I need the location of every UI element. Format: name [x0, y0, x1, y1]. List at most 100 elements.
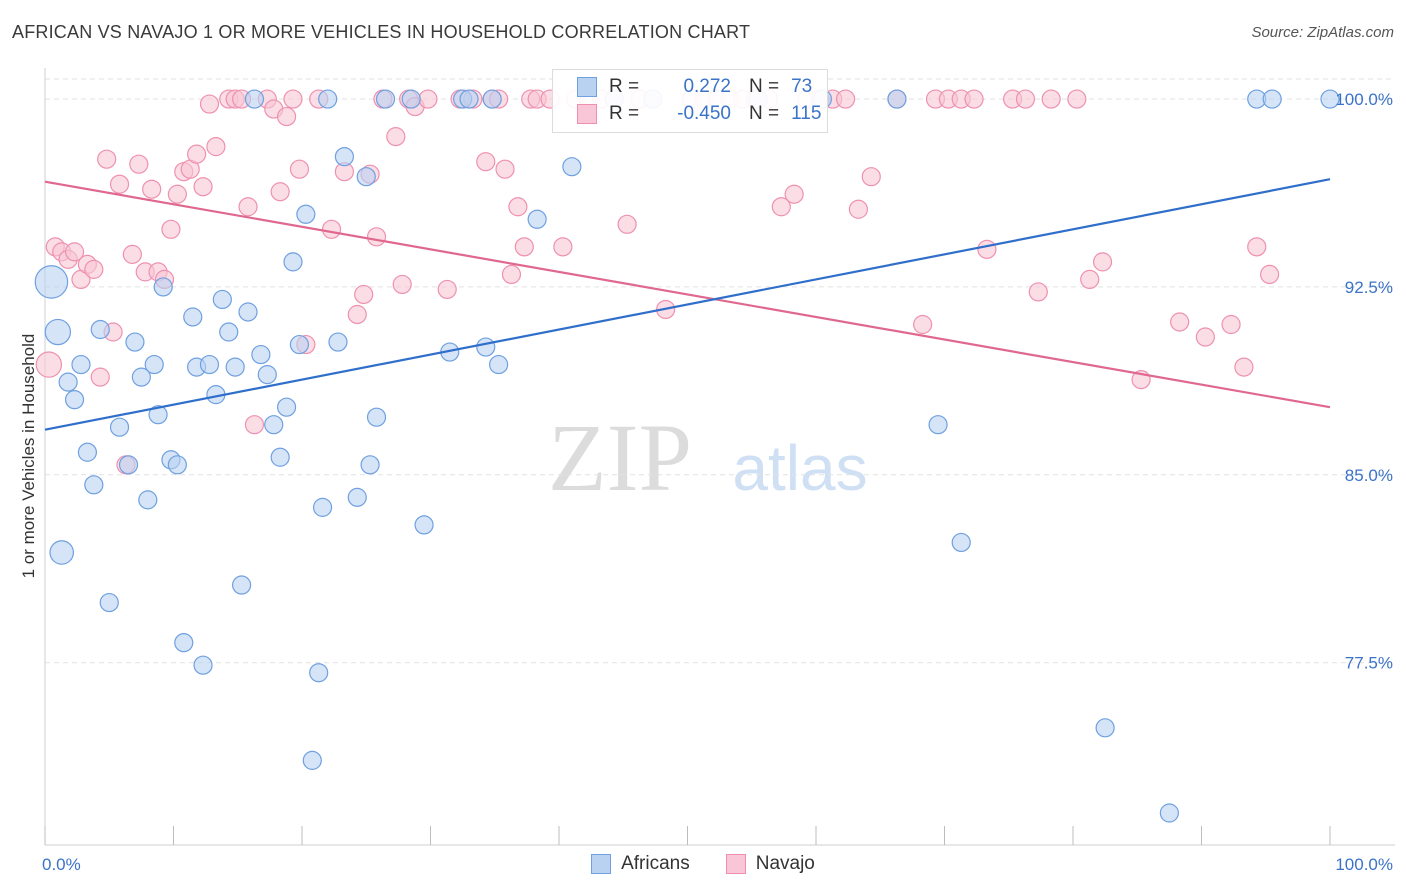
africans-point: [183, 307, 203, 327]
africans-r-value: 0.272: [683, 76, 731, 97]
x-tick-label: 100.0%: [1335, 855, 1393, 874]
africans-point: [401, 89, 421, 109]
africans-point: [562, 157, 582, 177]
africans-point: [1095, 718, 1115, 738]
africans-point: [138, 490, 158, 510]
navajo-point: [90, 367, 110, 387]
africans-point: [199, 354, 220, 375]
navajo-point: [97, 149, 117, 169]
navajo-point: [476, 152, 496, 172]
africans-point: [49, 540, 75, 565]
africans-n-label: N =: [749, 76, 780, 97]
navajo-point: [964, 89, 984, 109]
navajo-point: [35, 351, 63, 378]
navajo-point: [514, 237, 534, 257]
navajo-point: [161, 219, 181, 239]
africans-point: [289, 334, 310, 355]
navajo-point: [771, 197, 791, 217]
navajo-point: [366, 227, 387, 247]
watermark-atlas: atlas: [732, 432, 867, 504]
navajo-swatch: [577, 104, 597, 124]
navajo-point: [617, 214, 637, 234]
africans-point: [257, 365, 277, 385]
navajo-point: [321, 219, 342, 239]
africans-point: [347, 487, 367, 507]
africans-point: [225, 357, 245, 377]
africans-point: [264, 415, 284, 435]
navajo-point: [64, 242, 85, 262]
y-tick-label: 77.5%: [1345, 654, 1393, 673]
navajo-point: [1170, 312, 1190, 332]
africans-point: [71, 354, 91, 375]
series-legend: Africans Navajo: [0, 852, 1406, 876]
africans-point: [44, 318, 72, 346]
navajo-point: [495, 159, 515, 179]
africans-point: [131, 367, 151, 387]
legend-item-africans[interactable]: Africans: [591, 853, 690, 875]
navajo-point: [501, 264, 522, 284]
y-tick-label: 100.0%: [1335, 90, 1393, 109]
navajo-point: [1041, 89, 1061, 109]
africans-point: [476, 337, 496, 357]
africans-point: [276, 397, 297, 417]
africans-point: [84, 475, 104, 495]
navajo-n-value: 115: [791, 103, 822, 124]
africans-point: [90, 319, 110, 340]
africans-point: [527, 209, 547, 229]
navajo-point: [392, 274, 412, 295]
navajo-point: [206, 137, 226, 157]
africans-point: [318, 89, 338, 109]
africans-point: [64, 390, 85, 410]
chart-title: AFRICAN VS NAVAJO 1 OR MORE VEHICLES IN …: [12, 22, 751, 42]
africans-legend-swatch: [591, 854, 612, 874]
africans-point: [270, 447, 290, 467]
africans-point: [144, 354, 164, 375]
navajo-r-value: -0.450: [677, 103, 731, 124]
navajo-point: [913, 314, 933, 335]
navajo-point: [1247, 237, 1267, 257]
correlation-legend: R = 0.272 N = 73 R = -0.450 N = 115: [552, 69, 828, 133]
africans-point: [312, 497, 333, 517]
navajo-point: [142, 179, 162, 199]
navajo-legend-label: Navajo: [755, 853, 815, 874]
navajo-point: [244, 415, 265, 435]
navajo-point: [1260, 264, 1280, 284]
navajo-point: [1221, 314, 1241, 335]
africans-point: [887, 89, 907, 109]
navajo-point: [1028, 282, 1048, 302]
legend-item-navajo[interactable]: Navajo: [725, 853, 815, 875]
navajo-point: [187, 144, 207, 164]
africans-point: [212, 289, 232, 310]
africans-trend-line: [44, 178, 1331, 431]
africans-point: [1159, 803, 1179, 823]
africans-point: [283, 252, 303, 272]
navajo-point: [109, 174, 130, 194]
africans-n-value: 73: [791, 76, 813, 97]
navajo-point: [848, 199, 869, 219]
navajo-point: [835, 89, 856, 109]
navajo-point: [283, 89, 303, 109]
africans-point: [309, 663, 329, 683]
africans-legend-label: Africans: [621, 853, 690, 874]
grid-lines: [45, 78, 1395, 664]
navajo-point: [1234, 357, 1254, 377]
africans-point: [1320, 89, 1340, 109]
africans-point: [1262, 89, 1282, 109]
africans-point: [232, 575, 252, 595]
africans-point: [238, 302, 258, 322]
africans-point: [356, 167, 376, 187]
africans-series: [34, 89, 1340, 823]
africans-point: [414, 515, 434, 535]
africans-point: [109, 417, 130, 437]
navajo-r-label: R =: [609, 103, 640, 124]
navajo-point: [861, 167, 881, 187]
africans-point: [99, 592, 119, 613]
navajo-point: [1195, 327, 1215, 347]
watermark-zip: ZIP: [548, 404, 692, 511]
navajo-trend-line: [44, 180, 1331, 409]
africans-point: [296, 204, 316, 224]
africans-point: [148, 405, 168, 425]
navajo-point: [437, 279, 457, 300]
navajo-point: [1080, 269, 1100, 290]
